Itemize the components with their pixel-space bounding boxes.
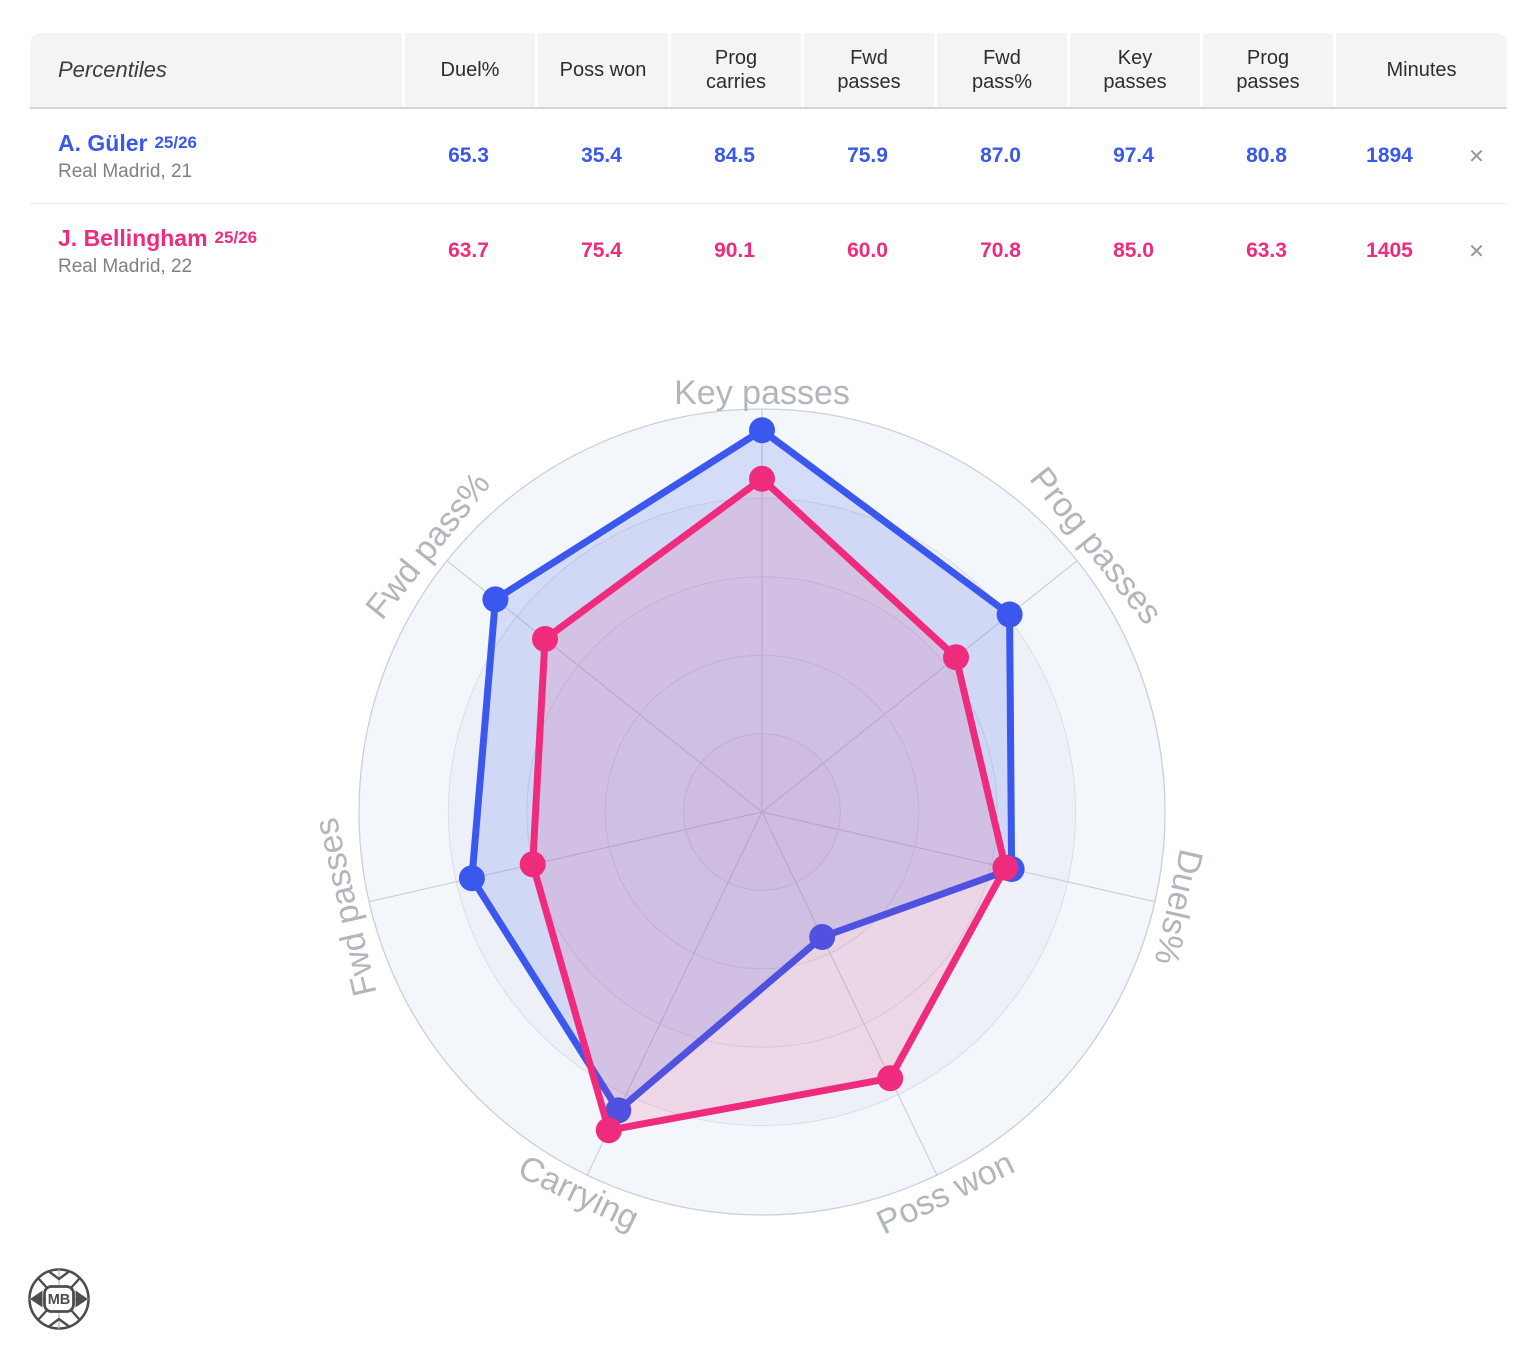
logo-right-panel [75, 1290, 88, 1308]
stat-value: 60.0 [847, 239, 888, 262]
table-row: A. Güler 25/26 Real Madrid, 21 65.3 35.4 … [30, 109, 1507, 204]
stat-value: 97.4 [1113, 144, 1154, 167]
stat-value: 65.3 [448, 144, 489, 167]
radar-spoke [368, 811, 763, 903]
logo-text: MB [48, 1292, 71, 1308]
radar-point [943, 644, 969, 671]
radar-point [992, 854, 1019, 881]
column-header-key-passes: Key passes [1067, 33, 1200, 107]
column-header-fwd-passes: Fwd passes [801, 33, 934, 107]
remove-player-button[interactable]: ✕ [1468, 239, 1485, 263]
column-header-fwd-pass-pct: Fwd pass% [934, 33, 1067, 107]
stat-value: 80.8 [1246, 144, 1287, 167]
player-cell: J. Bellingham 25/26 Real Madrid, 22 [30, 225, 402, 278]
remove-player-button[interactable]: ✕ [1468, 144, 1485, 168]
stat-value: 63.7 [448, 239, 489, 262]
stat-value: 75.9 [847, 144, 888, 167]
column-header-prog-passes: Prog passes [1200, 33, 1333, 107]
stat-value-minutes: 1894 [1366, 144, 1413, 167]
radar-point [749, 465, 775, 492]
radar-point [996, 601, 1023, 628]
radar-point [595, 1117, 622, 1144]
player-name: A. Güler 25/26 [58, 129, 198, 156]
stat-value: 63.3 [1246, 239, 1287, 262]
radar-point [877, 1065, 904, 1092]
player-subtitle: Real Madrid, 21 [58, 160, 193, 182]
radar-series-0 [468, 426, 1016, 1114]
table-row: J. Bellingham 25/26 Real Madrid, 22 63.7 … [30, 204, 1507, 298]
stat-value: 35.4 [581, 144, 622, 167]
radar-point [809, 924, 836, 950]
column-header-poss-won: Poss won [535, 33, 668, 107]
corner-header: Percentiles [30, 33, 402, 107]
radar-spoke [761, 560, 1078, 813]
radar-spoke [761, 811, 938, 1176]
column-header-prog-carries: Prog carries [668, 33, 801, 107]
radar-series-1 [529, 475, 1009, 1134]
radar-spoke [761, 811, 1156, 903]
stat-value: 90.1 [714, 239, 755, 262]
stat-value: 70.8 [980, 239, 1021, 262]
stat-value: 84.5 [714, 144, 755, 167]
radar-point [458, 865, 485, 892]
player-name: J. Bellingham 25/26 [58, 224, 258, 251]
season-badge: 25/26 [214, 227, 258, 247]
radar-point [482, 586, 509, 613]
radar-point [749, 417, 775, 444]
logo-left-panel [30, 1290, 43, 1308]
table-header-row: Percentiles Duel% Poss won Prog carries … [30, 33, 1507, 109]
stat-value: 85.0 [1113, 239, 1154, 262]
mb-logo: MB [28, 1268, 90, 1330]
logo-badge [43, 1285, 75, 1313]
radar-axis-label: Key passes [674, 374, 850, 412]
player-cell: A. Güler 25/26 Real Madrid, 21 [30, 130, 402, 183]
radar-point [605, 1097, 632, 1124]
stat-value-minutes: 1405 [1366, 239, 1413, 262]
player-subtitle: Real Madrid, 22 [58, 255, 193, 277]
percentile-table: Percentiles Duel% Poss won Prog carries … [30, 33, 1507, 298]
column-header-minutes: Minutes [1333, 33, 1507, 107]
season-badge: 25/26 [154, 132, 198, 152]
column-header-duel-pct: Duel% [402, 33, 535, 107]
stat-value: 75.4 [581, 239, 622, 262]
radar-point [532, 626, 558, 652]
stat-value: 87.0 [980, 144, 1021, 167]
radar-point [519, 851, 546, 878]
